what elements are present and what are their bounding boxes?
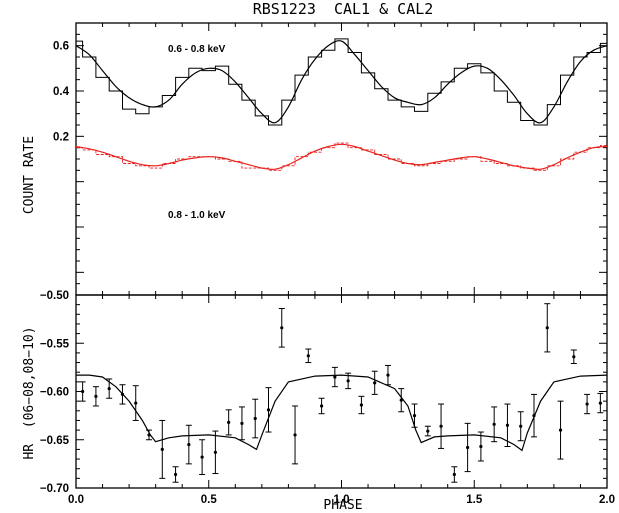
top-panel-frame bbox=[75, 22, 608, 296]
count-rate-panel: 0.6 0.4 0.2 −0.50 bbox=[40, 22, 608, 302]
hr-data-point bbox=[200, 455, 204, 459]
chart-title: RBS1223 CAL1 & CAL2 bbox=[253, 0, 434, 18]
hr-data-point bbox=[173, 472, 178, 477]
hr-data-point bbox=[160, 447, 164, 451]
hr-data-point bbox=[519, 424, 523, 428]
hr-data-point bbox=[399, 398, 403, 402]
hr-data-point bbox=[333, 375, 337, 379]
hr-data-point bbox=[412, 414, 417, 418]
hr-data-point bbox=[505, 423, 510, 427]
hr-data-point bbox=[147, 433, 151, 437]
hr-data-point bbox=[466, 445, 470, 450]
hr-data-point bbox=[359, 403, 364, 407]
x-tick-label: 0.5 bbox=[201, 494, 218, 506]
hr-data-point bbox=[386, 373, 390, 377]
x-tick-label: 0.0 bbox=[68, 494, 84, 506]
hr-data-point bbox=[227, 420, 231, 424]
bottom-panel-frame bbox=[75, 294, 608, 489]
y-tick-label: −0.65 bbox=[40, 435, 70, 447]
hr-data-point bbox=[293, 433, 297, 437]
hr-data-point bbox=[94, 394, 98, 398]
x-axis-label: PHASE bbox=[323, 498, 362, 513]
y-tick-label: −0.55 bbox=[40, 338, 70, 350]
model-curve-low-band bbox=[75, 40, 608, 124]
hr-data-point bbox=[585, 402, 589, 406]
hr-data-point bbox=[280, 326, 284, 330]
hr-data-point bbox=[492, 422, 496, 426]
hr-data-point bbox=[572, 355, 576, 359]
hr-data-point bbox=[134, 401, 138, 405]
series-label-low-band: 0.6 - 0.8 keV bbox=[168, 44, 226, 55]
hr-data-point bbox=[306, 354, 310, 358]
hr-data-point bbox=[253, 416, 257, 421]
hr-data-point bbox=[266, 408, 271, 412]
y-tick-label: −0.50 bbox=[40, 290, 69, 302]
bottom-y-axis-label: HR (06−08,08−10) bbox=[22, 326, 37, 459]
series-label-high-band: 0.8 - 1.0 keV bbox=[168, 210, 226, 221]
hr-data-point bbox=[452, 472, 456, 477]
hr-data-point bbox=[346, 379, 350, 383]
hr-data-point bbox=[439, 424, 443, 428]
histogram-low-band bbox=[76, 38, 607, 126]
y-tick-label: 0.2 bbox=[53, 131, 69, 143]
y-tick-label: −0.60 bbox=[40, 387, 69, 399]
hr-data-point bbox=[479, 444, 483, 449]
top-y-axis-label: COUNT RATE bbox=[22, 136, 37, 214]
hr-data-point bbox=[319, 404, 324, 408]
hr-data-point bbox=[532, 414, 536, 418]
y-tick-label: 0.6 bbox=[53, 41, 69, 53]
y-tick-label: −0.70 bbox=[40, 483, 69, 495]
y-tick-label: 0.4 bbox=[53, 86, 70, 98]
hr-data-point bbox=[81, 389, 85, 394]
hr-data-point bbox=[558, 428, 563, 432]
hr-data-point bbox=[187, 442, 191, 447]
hr-model-curve bbox=[76, 374, 608, 452]
x-tick-label: 1.5 bbox=[466, 494, 483, 506]
x-tick-label: 2.0 bbox=[599, 494, 615, 506]
hr-data-point bbox=[545, 326, 549, 330]
hr-data-point bbox=[426, 429, 430, 433]
hardness-ratio-panel: 0.0 0.5 1.0 1.5 2.0 −0.55 −0.60 −0.65 −0.70 bbox=[40, 294, 615, 506]
hr-data-point bbox=[213, 450, 217, 454]
hr-data-point bbox=[240, 421, 244, 425]
hr-data-point bbox=[120, 392, 125, 396]
hr-data-point bbox=[373, 381, 377, 385]
x-tick-label: 1.0 bbox=[334, 494, 350, 506]
hr-data-point bbox=[598, 401, 602, 405]
hr-data-point bbox=[107, 387, 111, 391]
model-curve-high-band bbox=[75, 143, 608, 170]
